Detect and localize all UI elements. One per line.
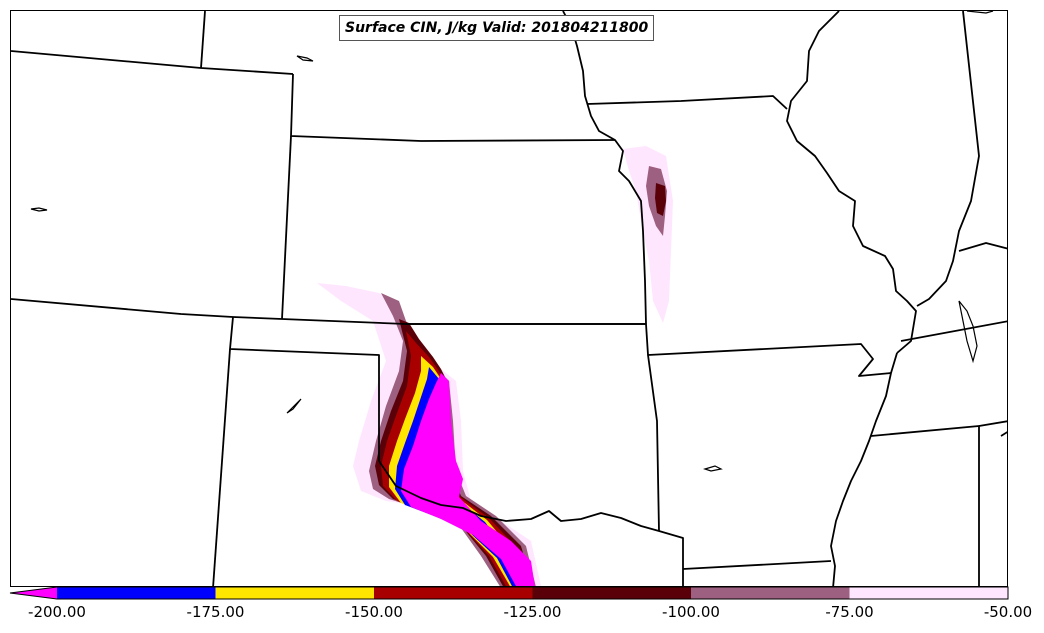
colorbar-tick-label: -50.00 (983, 603, 1033, 621)
water-features (30, 11, 994, 472)
map-panel (10, 10, 1008, 587)
lake-feature (966, 11, 994, 14)
border-wy-co (11, 50, 294, 75)
border-ok-panhandle-west (229, 316, 380, 461)
border-co-ks (281, 135, 292, 320)
border-ks-ok (406, 323, 892, 377)
lake-feature (286, 398, 302, 414)
border-ia-mo (586, 95, 788, 110)
colorbar-tick-label: -150.00 (345, 603, 403, 621)
colorbar-outline (9, 586, 1009, 600)
map-title: Surface CIN, J/kg Valid: 201804211800 (339, 15, 655, 41)
colorbar-bin (849, 587, 1008, 599)
lake-feature (296, 55, 314, 62)
cin-shade-magenta (401, 373, 535, 586)
state-boundaries (11, 11, 1007, 586)
colorbar-tick-label: -175.00 (186, 603, 245, 621)
border-ar-la (682, 560, 832, 570)
colorbar-bin (374, 587, 533, 599)
border-ky-south (900, 320, 1007, 342)
colorbar-bin (532, 587, 691, 599)
colorbar-tick-label: -200.00 (28, 603, 86, 621)
colorbar-bin (215, 587, 374, 599)
border-wy-west (200, 11, 206, 69)
cin-field (317, 146, 673, 586)
border-mississippi-upper (786, 11, 917, 354)
border-tn-south (870, 425, 980, 586)
border-ok-ar (647, 354, 660, 532)
colorbar-bin (10, 587, 57, 599)
lake-feature (30, 207, 48, 212)
lake-feature (703, 465, 723, 472)
map-canvas (11, 11, 1007, 586)
colorbar-tick-label: -75.00 (825, 603, 874, 621)
border-red-river (378, 460, 684, 586)
colorbar-tick-label: -125.00 (503, 603, 562, 621)
lake-feature (958, 300, 978, 364)
border-co-ne (290, 73, 616, 142)
border-co-south (11, 298, 646, 325)
border-mississippi-lower (830, 352, 898, 586)
colorbar (9, 586, 1009, 600)
border-nm-tx (212, 348, 231, 586)
cin-shade-dark-maroon (655, 183, 666, 216)
border-il-in (916, 11, 980, 307)
colorbar-bin (57, 587, 216, 599)
border-missouri-river (562, 11, 647, 325)
border-ky-tn (978, 420, 1007, 427)
border-tn-ky (1000, 431, 1007, 437)
colorbar-tick-label: -100.00 (662, 603, 720, 621)
colorbar-bin (691, 587, 850, 599)
cin-shade-light-pink (623, 146, 673, 323)
border-ohio-river (958, 242, 1007, 252)
